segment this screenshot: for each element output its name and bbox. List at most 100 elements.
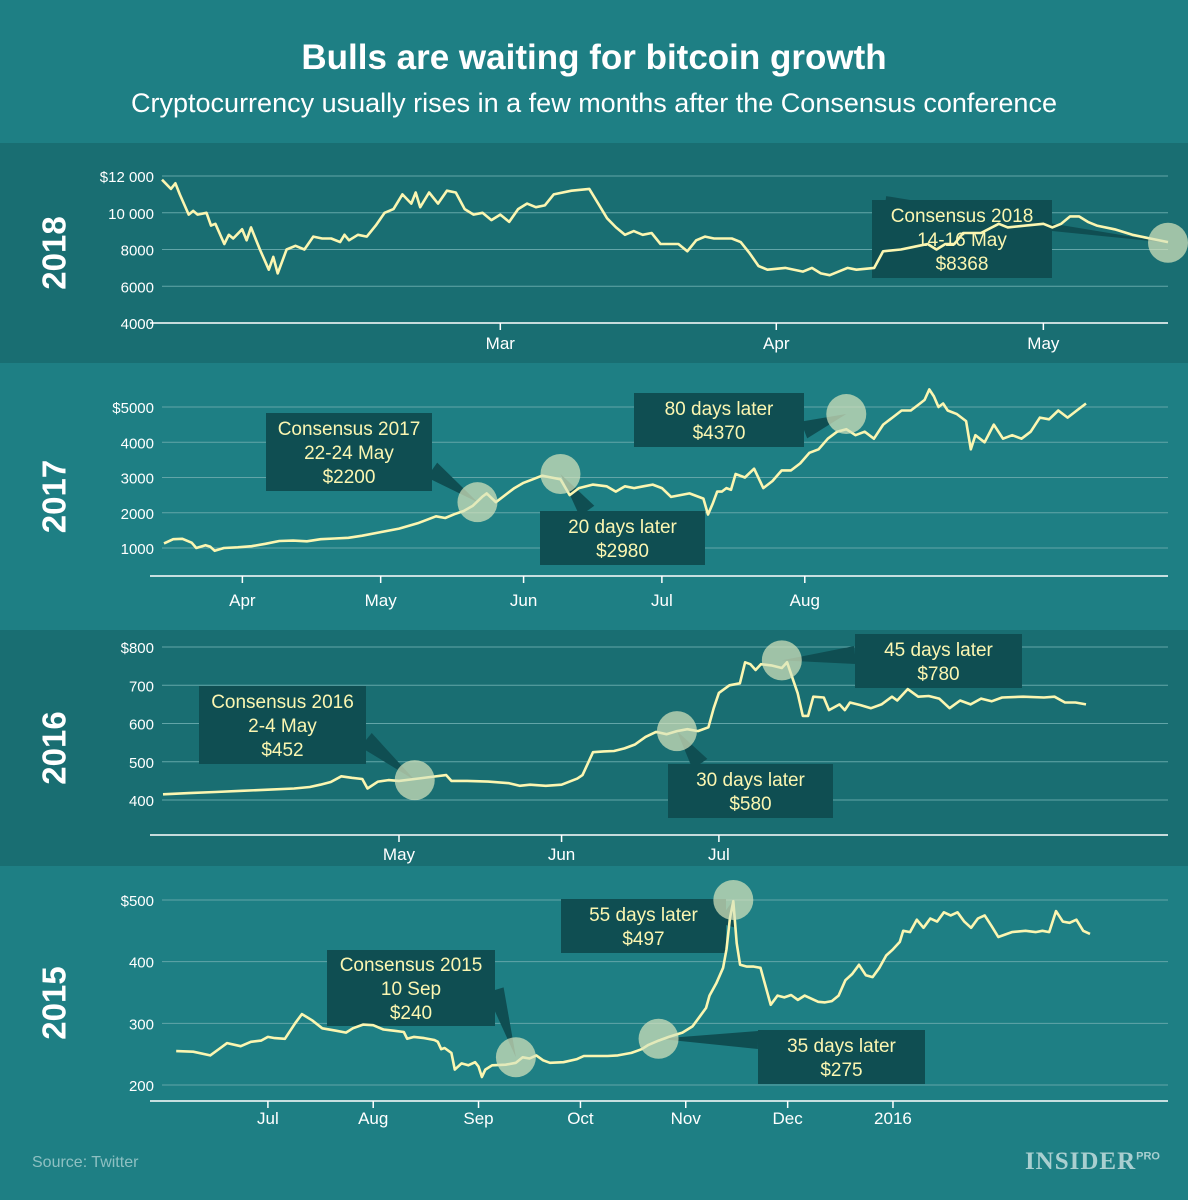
callout-text: $497: [622, 929, 664, 950]
x-tick-label: Oct: [567, 1109, 594, 1128]
callout-box: [561, 899, 726, 953]
callout-text: 30 days later: [696, 770, 805, 791]
price-line: [162, 660, 1087, 796]
event-marker: [495, 1037, 536, 1078]
callout-text: $8368: [936, 254, 989, 275]
y-tick-label: 8000: [121, 243, 154, 260]
y-tick-label: 200: [129, 1078, 154, 1095]
callout-text: $275: [820, 1060, 862, 1081]
price-line: [163, 388, 1087, 553]
event-marker: [713, 880, 754, 920]
event-marker: [761, 640, 802, 681]
year-label: 2015: [36, 966, 73, 1039]
x-tick-label: Jul: [651, 591, 673, 610]
callout-text: 45 days later: [884, 640, 993, 661]
y-tick-label: $12 000: [100, 169, 154, 186]
event-marker: [457, 482, 498, 523]
x-tick-label: Mar: [486, 334, 516, 353]
insider-pro-logo: INSIDERPRO: [1024, 1148, 1160, 1175]
x-tick-label: May: [365, 591, 398, 610]
x-tick-label: 2016: [874, 1109, 912, 1128]
callout-text: 80 days later: [665, 399, 774, 420]
callout-text: $580: [729, 794, 771, 815]
callout-box: [634, 393, 804, 447]
y-tick-label: 4000: [121, 435, 154, 452]
callout-text: 55 days later: [589, 905, 698, 926]
callout-pointer: [658, 1031, 759, 1049]
y-tick-label: 400: [129, 955, 154, 972]
y-tick-label: 300: [129, 1016, 154, 1033]
year-label: 2018: [36, 216, 73, 289]
callout-box: [540, 511, 705, 565]
x-tick-label: Jul: [708, 845, 730, 864]
y-tick-label: 10 000: [108, 206, 154, 223]
y-tick-label: 1000: [121, 541, 154, 558]
y-tick-label: 3000: [121, 471, 154, 488]
callout-text: $780: [917, 664, 959, 685]
source-note: Source: Twitter: [32, 1154, 139, 1171]
price-line: [176, 899, 1091, 1079]
callout-text: Consensus 2015: [340, 955, 483, 976]
callout-text: 2-4 May: [248, 716, 317, 737]
y-tick-label: $5000: [112, 400, 154, 417]
chart-panel-2015: 2015 200 300 400 $500 Jul Aug Sep Oct Nov Dec 2016 C…: [36, 880, 1168, 1128]
x-tick-label: Apr: [763, 334, 790, 353]
callout-text: 22-24 May: [304, 443, 394, 464]
callout-box: [266, 413, 432, 491]
event-marker: [656, 711, 697, 752]
y-tick-label: 600: [129, 717, 154, 734]
event-marker: [394, 760, 435, 801]
callout-text: $2200: [323, 467, 376, 488]
callout-text: 20 days later: [568, 517, 677, 538]
price-line: [161, 178, 1169, 277]
y-tick-label: 500: [129, 755, 154, 772]
chart-title: Bulls are waiting for bitcoin growth: [301, 38, 887, 77]
x-tick-label: Aug: [790, 591, 820, 610]
event-marker: [826, 394, 867, 435]
callout-text: 10 Sep: [381, 979, 441, 1000]
callout-box: [758, 1030, 925, 1084]
callout-box: [199, 686, 366, 764]
x-tick-label: Aug: [358, 1109, 388, 1128]
y-tick-label: 400: [129, 793, 154, 810]
callout-text: $4370: [693, 423, 746, 444]
y-tick-label: 4000: [121, 316, 154, 333]
callout-text: Consensus 2018: [891, 206, 1034, 227]
callout-box: [855, 634, 1022, 688]
year-label: 2017: [36, 460, 73, 533]
callouts: Consensus 2016 2-4 May $452 30 days later $5…: [199, 634, 1022, 818]
callout-text: 35 days later: [787, 1036, 896, 1057]
y-tick-label: 2000: [121, 506, 154, 523]
year-label: 2016: [36, 711, 73, 784]
callout-box: [668, 764, 833, 818]
callout-text: $240: [390, 1003, 432, 1024]
callout-text: $452: [261, 740, 303, 761]
event-marker: [1148, 222, 1188, 263]
callout-box: [327, 950, 495, 1026]
y-tick-label: 6000: [121, 279, 154, 296]
callout-text: Consensus 2017: [278, 419, 421, 440]
x-tick-label: May: [1027, 334, 1060, 353]
callouts: Consensus 2018 14-16 May $8368: [872, 196, 1168, 278]
chart-panel-2017: 2017 1000 2000 3000 4000 $5000 Apr May Jun Jul Aug…: [36, 388, 1168, 610]
x-tick-label: Apr: [229, 591, 256, 610]
callouts: Consensus 2015 10 Sep $240 35 days later $27…: [327, 899, 925, 1084]
y-tick-label: 700: [129, 678, 154, 695]
callout-text: $2980: [596, 541, 649, 562]
x-tick-label: Jun: [510, 591, 537, 610]
event-marker: [638, 1018, 679, 1059]
callout-text: Consensus 2016: [211, 692, 354, 713]
x-tick-label: Jun: [548, 845, 575, 864]
y-tick-label: $800: [121, 640, 154, 657]
event-marker: [540, 453, 581, 494]
callout-text: 14-16 May: [917, 230, 1007, 251]
x-tick-label: May: [383, 845, 416, 864]
x-tick-label: Nov: [671, 1109, 702, 1128]
y-tick-label: $500: [121, 893, 154, 910]
chart-panel-2016: 2016 400 500 600 700 $800 May Jun Jul Consensus 2…: [0, 630, 1188, 866]
x-tick-label: Dec: [773, 1109, 804, 1128]
x-tick-label: Jul: [257, 1109, 279, 1128]
chart-subtitle: Cryptocurrency usually rises in a few mo…: [131, 88, 1057, 118]
